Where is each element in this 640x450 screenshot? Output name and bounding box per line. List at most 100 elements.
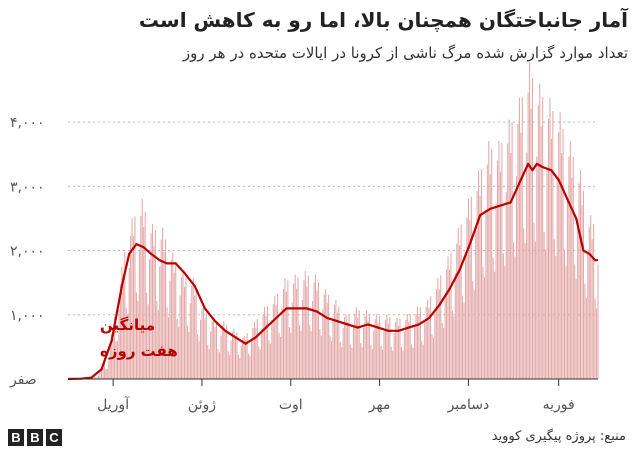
daily-bar [262, 314, 264, 379]
daily-bar [464, 252, 467, 379]
daily-bar [274, 296, 276, 379]
daily-bar [559, 112, 561, 379]
daily-bar [585, 297, 587, 379]
daily-bar [259, 349, 261, 379]
daily-bar [95, 377, 97, 379]
daily-bar [288, 326, 290, 379]
daily-bar [383, 331, 385, 379]
daily-bar [475, 230, 477, 379]
daily-bar [473, 290, 475, 379]
daily-bar [338, 306, 340, 379]
daily-bar [402, 350, 404, 379]
bbc-logo-letter: B [27, 429, 43, 446]
daily-bar [166, 307, 168, 379]
daily-bar [380, 346, 382, 379]
daily-bar [476, 190, 478, 379]
daily-bar [290, 332, 292, 379]
x-tick-label: آوریل [97, 396, 130, 413]
daily-bar [360, 343, 362, 379]
daily-bar [368, 313, 370, 379]
daily-bar [282, 288, 285, 379]
daily-bar [182, 270, 184, 379]
daily-bar [102, 367, 104, 379]
daily-bar [313, 282, 315, 379]
daily-bar [542, 97, 544, 380]
daily-bar [234, 336, 236, 379]
daily-bar [502, 253, 504, 379]
daily-bar [523, 228, 525, 379]
daily-bar [202, 306, 204, 379]
daily-bar [421, 340, 423, 379]
daily-bar [175, 261, 177, 379]
daily-bar [414, 327, 416, 379]
daily-bar [128, 267, 130, 379]
daily-bar [395, 322, 397, 379]
daily-bar [377, 323, 379, 379]
daily-bar [122, 274, 124, 379]
daily-bar [511, 122, 513, 379]
daily-bar [271, 320, 273, 379]
daily-bar [266, 306, 269, 379]
daily-bar [408, 322, 410, 379]
daily-bar [189, 303, 191, 379]
source-note: منبع: پروژه پیگیری کووید [491, 429, 626, 444]
bbc-logo-letter: B [8, 429, 24, 446]
daily-bar [486, 164, 488, 379]
daily-bar [590, 215, 592, 379]
daily-bar [131, 218, 133, 379]
daily-bar [325, 288, 327, 379]
daily-bar [218, 352, 220, 379]
daily-bar [253, 321, 255, 379]
daily-bar [504, 266, 506, 379]
daily-bar [140, 215, 142, 379]
daily-bar [297, 276, 299, 379]
daily-bar [250, 339, 252, 379]
daily-bar [269, 343, 271, 379]
daily-bar [317, 281, 319, 379]
daily-bar [553, 239, 555, 379]
daily-bar [494, 271, 496, 379]
daily-bar [315, 274, 317, 379]
daily-bar [348, 314, 350, 379]
daily-bar [281, 308, 283, 379]
daily-bar [294, 274, 296, 379]
daily-bar [185, 276, 187, 379]
daily-bar [172, 252, 174, 379]
daily-bar [505, 192, 507, 379]
daily-bar [344, 317, 346, 379]
daily-bar [213, 317, 215, 379]
daily-bar [339, 341, 341, 379]
daily-bar [441, 323, 443, 379]
daily-bar [581, 205, 583, 379]
daily-bar [543, 231, 545, 379]
daily-bar [248, 353, 250, 379]
daily-bar [341, 346, 343, 379]
daily-bar [584, 283, 586, 379]
daily-bar [569, 141, 571, 379]
daily-bar [261, 328, 263, 379]
daily-bar [229, 354, 231, 379]
daily-bar [495, 203, 497, 379]
daily-bar [127, 313, 129, 379]
daily-bar [199, 319, 202, 379]
daily-bar [571, 177, 573, 379]
daily-bar [422, 344, 424, 379]
y-tick-label: صفر [9, 372, 37, 388]
daily-bar [303, 280, 305, 379]
daily-bar [409, 314, 411, 379]
daily-bar [195, 289, 197, 379]
daily-bar [472, 281, 474, 379]
daily-bar [399, 318, 401, 379]
daily-bar [373, 330, 375, 379]
daily-bar [135, 292, 137, 379]
daily-bar [438, 289, 440, 379]
daily-bar [242, 338, 244, 379]
daily-bar [403, 331, 405, 379]
daily-bar [517, 123, 519, 379]
daily-bar [197, 333, 199, 379]
daily-bar [572, 156, 574, 379]
x-tick-label: دسامبر [447, 397, 490, 413]
daily-bar [546, 168, 548, 379]
daily-bar [425, 307, 427, 379]
daily-bar [514, 256, 516, 379]
